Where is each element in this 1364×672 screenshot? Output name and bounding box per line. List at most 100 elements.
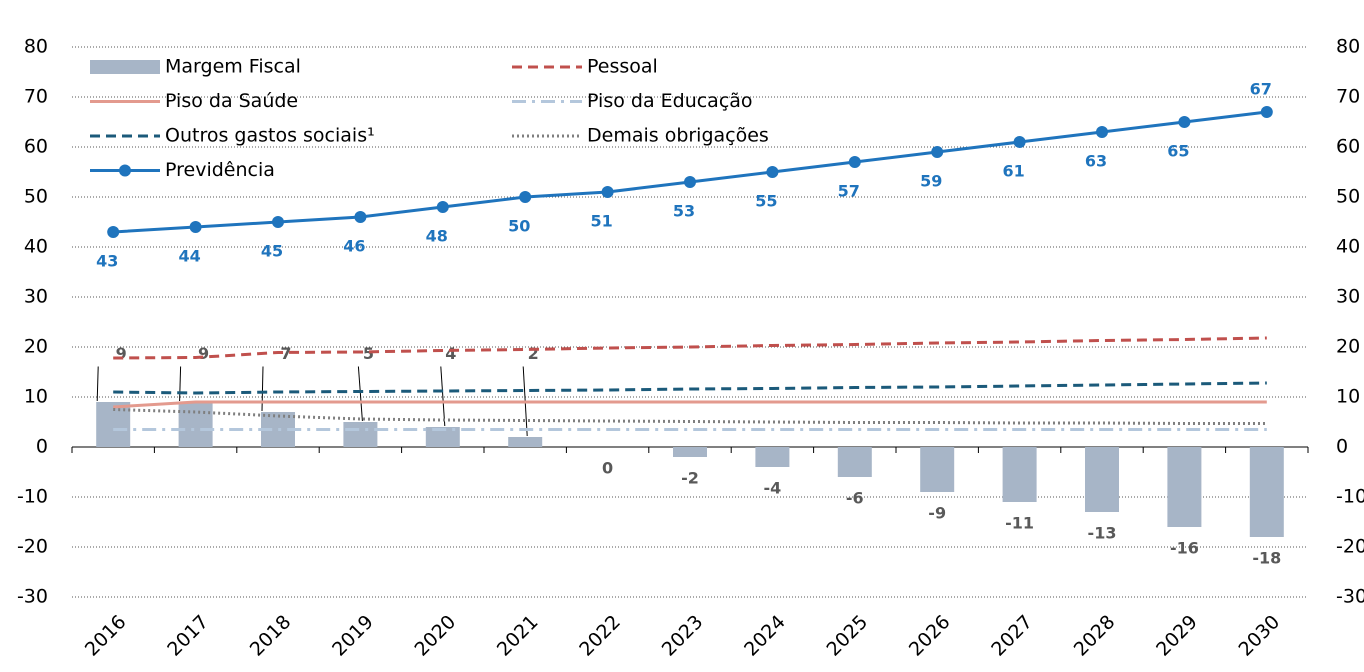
data-label: 9 — [116, 344, 127, 363]
y2-tick-label: -30 — [1336, 586, 1364, 608]
leader-line — [179, 366, 182, 402]
data-label: 53 — [673, 202, 695, 221]
bar — [178, 402, 213, 447]
data-label: -2 — [681, 469, 699, 488]
data-label: 63 — [1085, 152, 1107, 171]
leader-line — [96, 366, 99, 402]
x-tick-label: 2019 — [328, 611, 378, 661]
y-tick-label: -30 — [17, 586, 48, 608]
data-label: -11 — [1005, 514, 1034, 533]
data-label: 46 — [343, 237, 365, 256]
data-label: 51 — [590, 212, 612, 231]
data-label: -13 — [1088, 524, 1117, 543]
data-label: 50 — [508, 217, 530, 236]
legend-label: Outros gastos sociais¹ — [165, 125, 375, 147]
bar — [343, 422, 378, 447]
marker — [354, 211, 367, 223]
legend-label: Pessoal — [587, 56, 658, 78]
y2-tick-label: 40 — [1336, 236, 1360, 258]
y-tick-label: -20 — [17, 536, 48, 558]
data-label: -9 — [928, 504, 946, 523]
bar — [425, 427, 460, 447]
data-label: 65 — [1167, 142, 1189, 161]
y-tick-label: 40 — [24, 236, 48, 258]
marker — [601, 186, 614, 198]
bar — [673, 447, 707, 457]
x-tick-label: 2026 — [905, 611, 955, 661]
data-label: 2 — [528, 344, 539, 363]
y-tick-label: 30 — [24, 286, 48, 308]
y2-tick-label: 50 — [1336, 186, 1360, 208]
data-label: 57 — [838, 182, 860, 201]
y-tick-label: 80 — [24, 36, 48, 58]
marker — [1178, 116, 1191, 128]
data-label: -6 — [846, 489, 864, 508]
marker — [1096, 126, 1108, 138]
x-tick-label: 2023 — [658, 611, 708, 661]
x-tick-label: 2020 — [410, 611, 460, 661]
x-tick-label: 2025 — [822, 611, 872, 661]
y2-tick-label: 20 — [1336, 336, 1360, 358]
data-label: 55 — [755, 192, 777, 211]
marker — [1013, 136, 1026, 148]
data-label: -16 — [1170, 539, 1199, 558]
marker — [1260, 106, 1273, 118]
x-tick-label: 2028 — [1070, 611, 1120, 661]
x-tick-label: 2030 — [1234, 611, 1284, 661]
x-tick-label: 2021 — [493, 611, 543, 661]
x-tick-label: 2029 — [1152, 611, 1202, 661]
y-tick-label: -10 — [17, 486, 48, 508]
x-tick-label: 2022 — [575, 611, 625, 661]
data-label: 59 — [920, 172, 942, 191]
data-label: 45 — [261, 242, 283, 261]
data-label: 48 — [426, 227, 448, 246]
marker — [272, 216, 284, 228]
y-tick-label: 60 — [24, 136, 48, 158]
leader-line — [357, 366, 363, 422]
legend-swatch — [90, 60, 160, 74]
bar — [920, 447, 955, 492]
x-tick-label: 2027 — [987, 611, 1037, 661]
line — [113, 336, 1267, 360]
y-tick-label: 70 — [24, 86, 48, 108]
data-label: 44 — [178, 247, 200, 266]
x-tick-label: 2024 — [740, 611, 790, 661]
leader-line — [261, 366, 264, 412]
y-tick-label: 0 — [36, 436, 48, 458]
y-tick-label: 10 — [24, 386, 48, 408]
bar — [1085, 447, 1119, 512]
leader-line — [440, 366, 446, 427]
bar — [1249, 447, 1284, 537]
marker — [766, 166, 779, 178]
x-tick-label: 2017 — [163, 611, 213, 661]
y-tick-label: 20 — [24, 336, 48, 358]
y2-tick-label: 60 — [1336, 136, 1360, 158]
data-label: -4 — [764, 479, 782, 498]
marker — [107, 226, 120, 238]
bar — [1002, 447, 1037, 502]
marker — [436, 201, 449, 213]
marker — [931, 146, 944, 158]
legend-label: Piso da Saúde — [165, 90, 298, 112]
data-label: 0 — [602, 459, 613, 478]
data-label: 7 — [280, 344, 291, 363]
data-label: 61 — [1002, 162, 1024, 181]
y2-tick-label: 10 — [1336, 386, 1360, 408]
marker — [189, 221, 202, 233]
y2-tick-label: -10 — [1336, 486, 1364, 508]
data-label: 4 — [445, 344, 456, 363]
legend-label: Demais obrigações — [587, 125, 769, 147]
data-label: -18 — [1252, 549, 1281, 568]
y2-tick-label: 30 — [1336, 286, 1360, 308]
y2-tick-label: -20 — [1336, 536, 1364, 558]
legend-label: Margem Fiscal — [165, 56, 301, 78]
data-label: 43 — [96, 252, 118, 271]
legend-marker — [119, 164, 131, 177]
line — [113, 408, 1267, 425]
marker — [684, 176, 696, 188]
marker — [848, 156, 861, 168]
x-tick-label: 2018 — [246, 611, 296, 661]
x-tick-label: 2016 — [81, 611, 131, 661]
marker — [519, 191, 532, 203]
